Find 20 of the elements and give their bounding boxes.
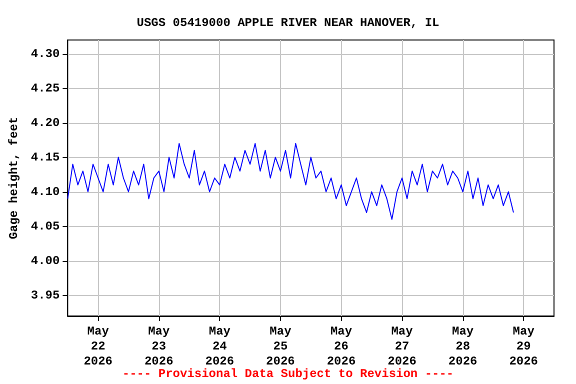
- y-tick-label: 4.05: [30, 219, 60, 234]
- text: ---- Provisional Data Subject to Revision ----: [122, 367, 454, 381]
- x-tick-label: May 23 2026: [144, 324, 174, 368]
- x-tick-label: May 26 2026: [326, 324, 356, 368]
- y-tick-label: 4.20: [30, 116, 60, 130]
- x-tick-label: May 24 2026: [205, 324, 234, 368]
- y-axis-title: Gage height, feet: [7, 116, 21, 240]
- y-tick-label: 4.00: [30, 254, 60, 268]
- x-tick-label: May 22 2026: [84, 324, 113, 368]
- x-tick-label: May 28 2026: [448, 324, 478, 368]
- x-tick-label: May 27 2026: [388, 324, 416, 368]
- y-tick-label: 4.25: [30, 81, 60, 96]
- y-tick-label: 4.10: [30, 184, 60, 199]
- chart-title: USGS 05419000 APPLE RIVER NEAR HANOVER, IL: [136, 16, 440, 30]
- y-tick-label: 4.15: [30, 150, 60, 164]
- y-tick-label: 3.95: [30, 288, 60, 302]
- x-tick-label: May 25 2026: [266, 324, 295, 368]
- y-tick-label: 4.30: [30, 46, 60, 61]
- line-series: [67, 143, 514, 220]
- x-tick-label: May 29 2026: [509, 324, 538, 368]
